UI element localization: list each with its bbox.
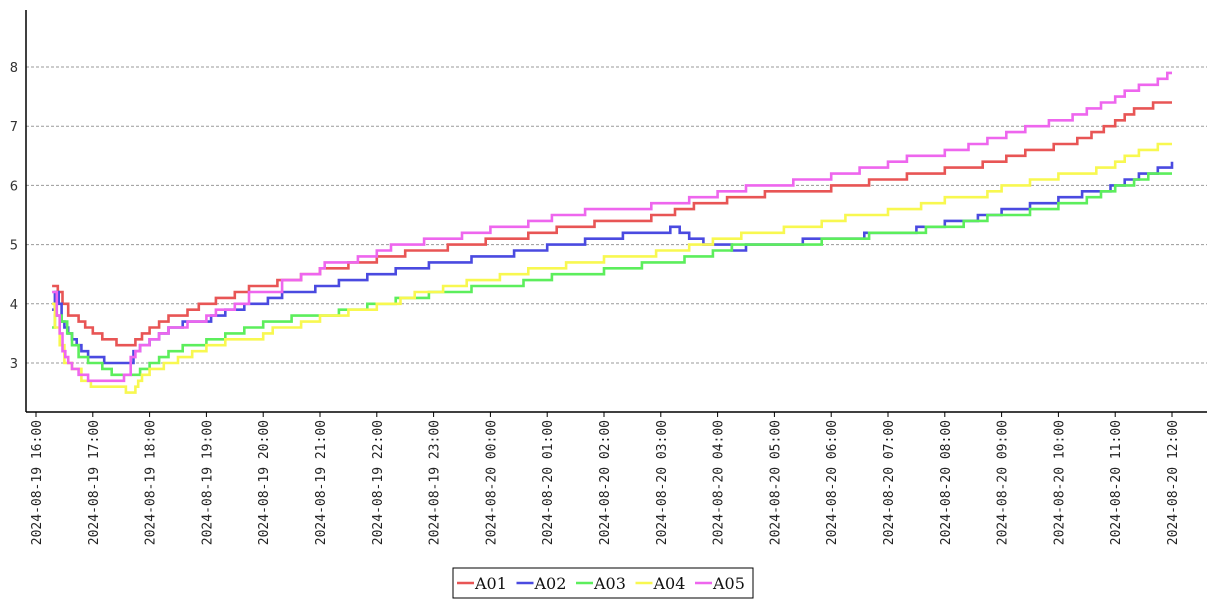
y-tick-label: 5 <box>10 239 18 254</box>
y-tick-label: 8 <box>10 61 18 76</box>
x-tick-label: 2024-08-19 19:00 <box>200 420 215 545</box>
x-tick-label: 2024-08-19 16:00 <box>30 420 45 545</box>
legend-label-a01: A01 <box>474 574 507 593</box>
x-tick-label: 2024-08-19 23:00 <box>428 420 443 545</box>
series-line-a01 <box>52 101 1172 347</box>
x-tick-label: 2024-08-20 03:00 <box>655 420 670 545</box>
x-tick-label: 2024-08-20 01:00 <box>541 420 556 545</box>
x-tick-label: 2024-08-20 10:00 <box>1052 420 1067 545</box>
x-tick-label: 2024-08-19 17:00 <box>87 420 102 545</box>
x-tick-label: 2024-08-20 00:00 <box>484 420 499 545</box>
x-tick-label: 2024-08-20 07:00 <box>882 420 897 545</box>
x-tick-label: 2024-08-19 20:00 <box>257 420 272 545</box>
x-tick-label: 2024-08-20 09:00 <box>996 420 1011 545</box>
y-axis: 3 4 5 6 7 8 <box>10 10 27 412</box>
x-tick-label: 2024-08-20 11:00 <box>1109 420 1124 545</box>
legend-label-a05: A05 <box>712 574 745 593</box>
x-tick-label: 2024-08-20 04:00 <box>712 420 727 545</box>
series-line-a04 <box>52 142 1172 394</box>
legend-label-a02: A02 <box>534 574 567 593</box>
x-tick-label: 2024-08-19 18:00 <box>144 420 159 545</box>
gridlines <box>26 66 1207 364</box>
x-tick-label: 2024-08-20 02:00 <box>598 420 613 545</box>
x-tick-label: 2024-08-20 05:00 <box>768 420 783 545</box>
y-tick-label: 3 <box>10 357 18 372</box>
legend-label-a03: A03 <box>593 574 626 593</box>
y-tick-label: 7 <box>10 120 18 135</box>
legend: A01 A02 A03 A04 A05 <box>452 567 754 599</box>
y-tick-label: 6 <box>10 179 18 194</box>
x-tick-label: 2024-08-19 22:00 <box>371 420 386 545</box>
x-tick-label: 2024-08-20 12:00 <box>1166 420 1181 545</box>
y-tick-label: 4 <box>10 298 18 313</box>
series-line-a02 <box>52 161 1174 365</box>
series-line-a05 <box>52 71 1172 383</box>
x-axis: 2024-08-19 16:00 2024-08-19 17:00 2024-08-… <box>26 411 1207 545</box>
x-tick-label: 2024-08-19 21:00 <box>314 420 329 545</box>
x-tick-label: 2024-08-20 08:00 <box>939 420 954 545</box>
legend-label-a04: A04 <box>653 574 686 593</box>
x-tick-label: 2024-08-20 06:00 <box>825 420 840 545</box>
series-lines <box>52 71 1174 394</box>
